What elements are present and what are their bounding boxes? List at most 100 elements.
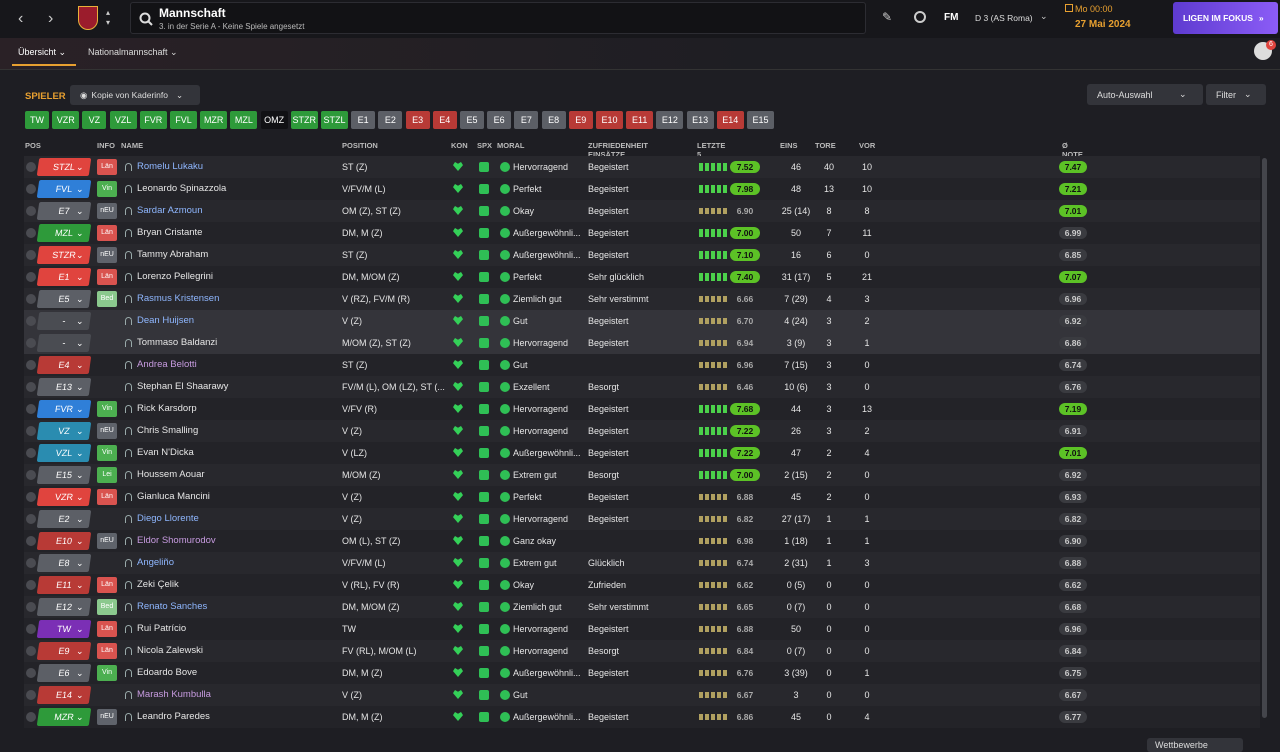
- chip-dropdown[interactable]: ⌄: [76, 338, 84, 348]
- select-check[interactable]: [26, 360, 36, 370]
- column-header[interactable]: INFO: [97, 141, 115, 150]
- chip-dropdown[interactable]: ⌄: [76, 536, 84, 546]
- select-check[interactable]: [26, 580, 36, 590]
- forward-button[interactable]: ›: [48, 10, 54, 27]
- player-row[interactable]: TW ⌄ Län Rui Patrício TW Hervorragend Begeiste…: [24, 618, 1260, 640]
- player-name[interactable]: Stephan El Shaarawy: [137, 381, 229, 392]
- position-chip[interactable]: STZR: [290, 111, 318, 129]
- chip-dropdown[interactable]: ⌄: [76, 162, 84, 172]
- player-row[interactable]: E10 ⌄ nEU Eldor Shomurodov OM (L), ST (Z) Gan…: [24, 530, 1260, 552]
- player-name[interactable]: Bryan Cristante: [137, 227, 203, 238]
- player-name[interactable]: Leandro Paredes: [137, 711, 210, 722]
- player-row[interactable]: E14 ⌄ Marash Kumbulla V (Z) Gut 6.67 3 0 0 6.67: [24, 684, 1260, 706]
- player-name[interactable]: Tommaso Baldanzi: [137, 337, 218, 348]
- position-chip[interactable]: E10: [596, 111, 623, 129]
- player-name[interactable]: Angeliño: [137, 557, 174, 568]
- player-name[interactable]: Sardar Azmoun: [137, 205, 203, 216]
- player-row[interactable]: VZR ⌄ Län Gianluca Mancini V (Z) Perfekt Begei…: [24, 486, 1260, 508]
- column-header[interactable]: SPX: [477, 141, 493, 150]
- select-check[interactable]: [26, 712, 36, 722]
- position-chip[interactable]: E15: [747, 111, 774, 129]
- tab[interactable]: Nationalmannschaft ⌄: [88, 47, 178, 57]
- chip-dropdown[interactable]: ⌄: [76, 250, 84, 260]
- chip-dropdown[interactable]: ⌄: [76, 294, 84, 304]
- select-check[interactable]: [26, 492, 36, 502]
- chip-dropdown[interactable]: ⌄: [76, 712, 84, 722]
- player-name[interactable]: Andrea Belotti: [137, 359, 197, 370]
- position-chip[interactable]: MZR: [200, 111, 228, 129]
- column-header[interactable]: ZUFRIEDENHEIT EINSÄTZE: [588, 141, 648, 159]
- position-chip[interactable]: STZL: [321, 111, 348, 129]
- player-name[interactable]: Evan N'Dicka: [137, 447, 194, 458]
- column-header[interactable]: KON: [451, 141, 468, 150]
- player-name[interactable]: Edoardo Bove: [137, 667, 198, 678]
- chip-dropdown[interactable]: ⌄: [76, 558, 84, 568]
- player-row[interactable]: E5 ⌄ Bed Rasmus Kristensen V (RZ), FV/M (R) Z…: [24, 288, 1260, 310]
- player-row[interactable]: - ⌄ Dean Huijsen V (Z) Gut Begeistert 6.70 4 (2…: [24, 310, 1260, 332]
- chip-dropdown[interactable]: ⌄: [76, 668, 84, 678]
- select-check[interactable]: [26, 382, 36, 392]
- player-name[interactable]: Rick Karsdorp: [137, 403, 197, 414]
- back-button[interactable]: ‹: [18, 10, 24, 27]
- select-check[interactable]: [26, 426, 36, 436]
- scrollbar[interactable]: [1262, 158, 1267, 718]
- manager[interactable]: D 3 (AS Roma): [975, 13, 1033, 23]
- select-check[interactable]: [26, 646, 36, 656]
- chip-dropdown[interactable]: ⌄: [76, 448, 84, 458]
- select-check[interactable]: [26, 206, 36, 216]
- player-row[interactable]: E8 ⌄ Angeliño V/FV/M (L) Extrem gut Glücklich…: [24, 552, 1260, 574]
- position-chip[interactable]: E14: [716, 111, 744, 129]
- column-header[interactable]: MORAL: [497, 141, 525, 150]
- chip-dropdown[interactable]: ⌄: [76, 580, 84, 590]
- auto-select[interactable]: Auto-Auswahl ⌄: [1087, 84, 1203, 105]
- column-header[interactable]: POS: [25, 141, 41, 150]
- select-check[interactable]: [26, 338, 36, 348]
- player-name[interactable]: Zeki Çelik: [137, 579, 179, 590]
- player-name[interactable]: Houssem Aouar: [137, 469, 205, 480]
- position-chip[interactable]: E8: [541, 111, 566, 129]
- position-chip[interactable]: E11: [626, 111, 654, 129]
- tab[interactable]: Übersicht ⌄: [12, 38, 76, 66]
- position-chip[interactable]: E7: [514, 111, 539, 129]
- filter-button[interactable]: Filter ⌄: [1206, 84, 1266, 105]
- select-check[interactable]: [26, 184, 36, 194]
- chip-dropdown[interactable]: ⌄: [76, 184, 84, 194]
- position-chip[interactable]: E3: [405, 111, 430, 129]
- select-check[interactable]: [26, 448, 36, 458]
- chip-dropdown[interactable]: ⌄: [76, 492, 84, 502]
- player-row[interactable]: E6 ⌄ Vin Edoardo Bove DM, M (Z) Außergewöhnli…: [24, 662, 1260, 684]
- chip-dropdown[interactable]: ⌄: [76, 514, 84, 524]
- player-row[interactable]: E12 ⌄ Bed Renato Sanches DM, M/OM (Z) Ziemlic…: [24, 596, 1260, 618]
- position-chip[interactable]: E9: [568, 111, 593, 129]
- chip-dropdown[interactable]: ⌄: [76, 228, 84, 238]
- chip-dropdown[interactable]: ⌄: [76, 360, 84, 370]
- search-box[interactable]: Mannschaft 3. in der Serie A - Keine Spi…: [130, 2, 866, 34]
- chip-dropdown[interactable]: ⌄: [76, 602, 84, 612]
- club-switch[interactable]: ▴ ▾: [106, 8, 111, 27]
- position-chip[interactable]: E1: [351, 111, 376, 129]
- player-row[interactable]: FVR ⌄ Vin Rick Karsdorp V/FV (R) Hervorragend…: [24, 398, 1260, 420]
- player-row[interactable]: MZR ⌄ nEU Leandro Paredes DM, M (Z) Außergewö…: [24, 706, 1260, 728]
- select-check[interactable]: [26, 536, 36, 546]
- select-check[interactable]: [26, 294, 36, 304]
- position-chip[interactable]: E2: [378, 111, 403, 129]
- select-check[interactable]: [26, 558, 36, 568]
- chip-dropdown[interactable]: ⌄: [76, 426, 84, 436]
- select-check[interactable]: [26, 668, 36, 678]
- select-check[interactable]: [26, 470, 36, 480]
- player-name[interactable]: Rasmus Kristensen: [137, 293, 220, 304]
- player-name[interactable]: Leonardo Spinazzola: [137, 183, 227, 194]
- position-chip[interactable]: E6: [487, 111, 512, 129]
- player-name[interactable]: Gianluca Mancini: [137, 491, 210, 502]
- competitions-button[interactable]: Wettbewerbe: [1147, 738, 1243, 752]
- focus-button[interactable]: LIGEN IM FOKUS»: [1173, 2, 1278, 34]
- player-row[interactable]: STZR ⌄ nEU Tammy Abraham ST (Z) Außergewöhnli…: [24, 244, 1260, 266]
- player-name[interactable]: Rui Patrício: [137, 623, 187, 634]
- column-header[interactable]: VOR: [859, 141, 876, 150]
- player-name[interactable]: Renato Sanches: [137, 601, 208, 612]
- column-header[interactable]: POSITION: [342, 141, 378, 150]
- player-row[interactable]: VZ ⌄ nEU Chris Smalling V (Z) Hervorragend Beg…: [24, 420, 1260, 442]
- player-name[interactable]: Nicola Zalewski: [137, 645, 203, 656]
- chip-dropdown[interactable]: ⌄: [76, 206, 84, 216]
- position-chip[interactable]: TW: [25, 111, 49, 129]
